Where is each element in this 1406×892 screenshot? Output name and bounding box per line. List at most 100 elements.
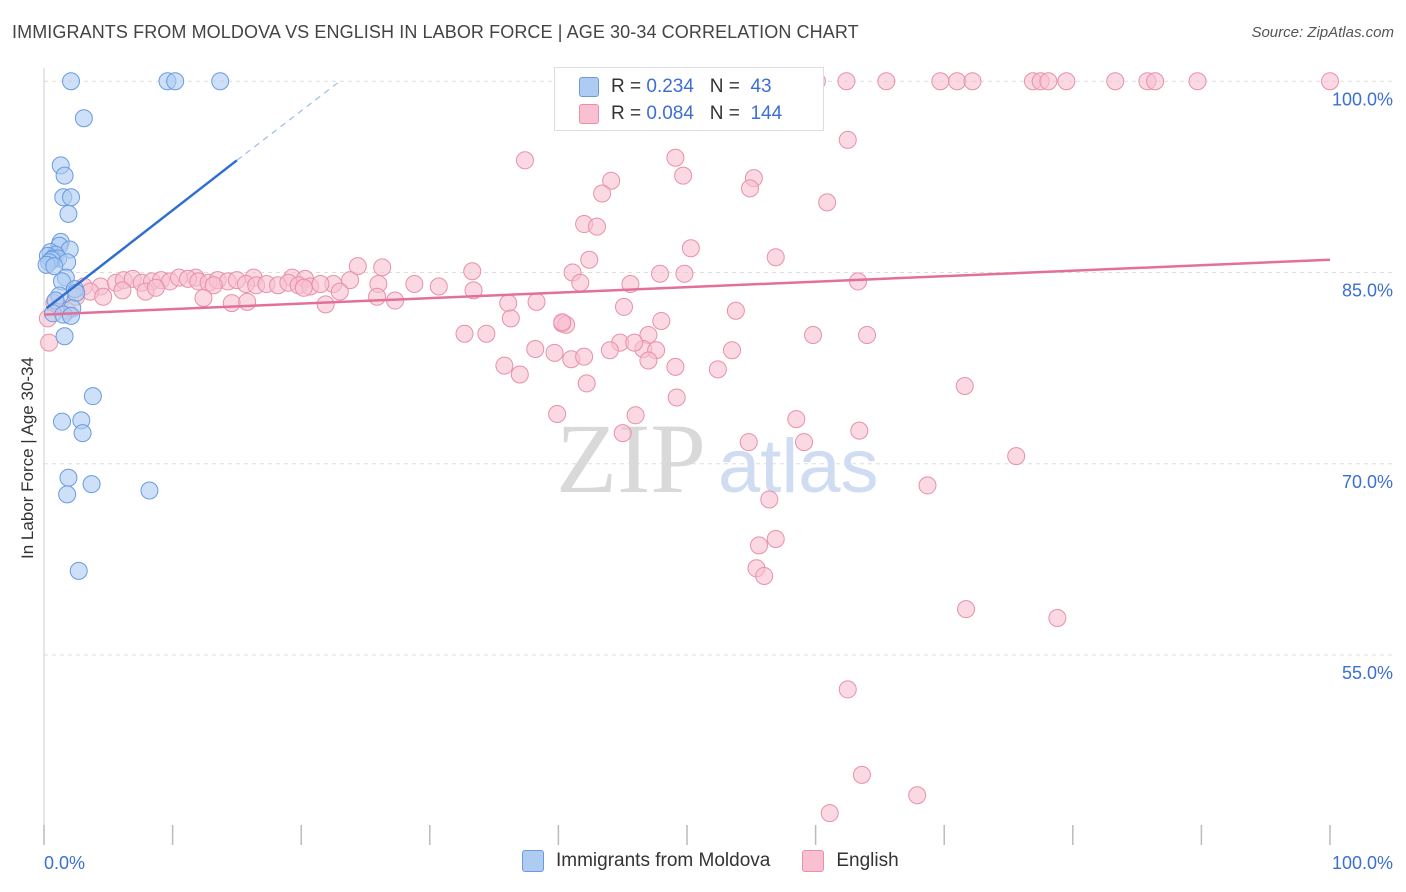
- english-point: [931, 72, 950, 91]
- y-tick-label: 55.0%: [1342, 663, 1393, 683]
- english-point: [527, 292, 546, 311]
- legend-swatch-english: [579, 104, 599, 124]
- english-point: [501, 309, 520, 328]
- english-point: [238, 292, 257, 311]
- english-point: [510, 365, 529, 384]
- english-point: [838, 680, 857, 699]
- english-point: [675, 264, 694, 283]
- legend-item-moldova[interactable]: Immigrants from Moldova: [522, 850, 770, 872]
- english-point: [94, 287, 113, 306]
- english-point: [795, 433, 814, 452]
- english-point: [348, 257, 367, 276]
- stats-legend: R = 0.234 N = 43 R = 0.084 N = 144: [554, 67, 824, 131]
- y-tick-label: 70.0%: [1342, 472, 1393, 492]
- english-point: [526, 340, 545, 358]
- n-label: N =: [709, 76, 740, 97]
- y-tick-label: 85.0%: [1342, 281, 1393, 301]
- x-tick-label: 0.0%: [44, 853, 85, 873]
- source-credit: Source: ZipAtlas.com: [1251, 24, 1394, 41]
- moldova-point: [62, 306, 81, 325]
- legend-label-english: English: [836, 850, 899, 871]
- moldova-point: [166, 72, 185, 91]
- moldova-point: [83, 387, 102, 406]
- r-value: 0.084: [646, 103, 694, 124]
- legend-stats-english: R = 0.084 N = 144: [611, 103, 782, 125]
- english-point: [723, 341, 742, 360]
- english-point: [113, 281, 132, 300]
- english-point: [614, 297, 633, 316]
- english-point: [515, 151, 534, 170]
- english-point: [600, 341, 619, 360]
- english-point: [858, 325, 877, 344]
- english-point: [577, 374, 596, 393]
- english-point: [666, 148, 685, 167]
- english-point: [766, 529, 785, 548]
- legend-swatch-english: [802, 850, 825, 872]
- english-point: [580, 250, 599, 269]
- english-point: [804, 325, 823, 344]
- english-point: [341, 271, 360, 290]
- english-point: [849, 272, 868, 291]
- axes: [43, 68, 1331, 845]
- english-point: [429, 277, 448, 296]
- english-point: [626, 406, 645, 425]
- english-point: [545, 343, 564, 362]
- english-point: [908, 786, 927, 805]
- y-tick-label: 100.0%: [1332, 89, 1393, 109]
- english-point: [750, 536, 769, 555]
- english-point: [948, 72, 967, 91]
- trend-lines: [43, 80, 1331, 316]
- chart-title: IMMIGRANTS FROM MOLDOVA VS ENGLISH IN LA…: [12, 22, 859, 42]
- english-point: [405, 274, 424, 293]
- legend-swatch-moldova: [522, 850, 544, 872]
- moldova-point: [140, 481, 159, 500]
- english-point: [146, 278, 165, 297]
- english-point: [613, 424, 632, 443]
- legend-stats-moldova: R = 0.234 N = 43: [611, 76, 772, 98]
- english-point: [850, 421, 869, 440]
- english-point: [739, 433, 758, 452]
- moldova-point: [211, 72, 230, 91]
- english-point: [1146, 72, 1165, 91]
- english-point: [1007, 447, 1026, 466]
- moldova-point: [82, 475, 101, 494]
- r-label: R =: [611, 103, 642, 124]
- english-point: [818, 193, 837, 212]
- english-point: [820, 804, 839, 823]
- english-point: [1039, 72, 1058, 91]
- moldova-point: [69, 561, 88, 580]
- moldova-trend-extension: [236, 80, 341, 161]
- legend-label-moldova: Immigrants from Moldova: [556, 850, 771, 871]
- english-point: [464, 281, 483, 300]
- english-point: [726, 301, 745, 320]
- english-point: [368, 287, 387, 306]
- r-label: R =: [611, 76, 642, 97]
- english-point: [652, 311, 671, 330]
- english-point: [957, 600, 976, 619]
- x-tick-label: 100.0%: [1332, 853, 1393, 873]
- english-point: [838, 130, 857, 149]
- english-point: [766, 248, 785, 267]
- english-point: [787, 410, 806, 429]
- english-point: [674, 166, 693, 185]
- legend-item-english[interactable]: English: [802, 850, 899, 872]
- english-point: [650, 264, 669, 283]
- english-point: [837, 72, 856, 91]
- english-point: [222, 294, 241, 313]
- moldova-point: [58, 485, 77, 504]
- english-point: [602, 171, 621, 190]
- series-legend: Immigrants from Moldova English: [522, 850, 931, 872]
- data-points: [37, 72, 1339, 823]
- english-point: [760, 490, 779, 509]
- english-point: [955, 376, 974, 395]
- watermark: ZIP atlas: [556, 403, 879, 514]
- english-point: [553, 313, 572, 332]
- english-point: [963, 72, 982, 91]
- english-point: [548, 405, 567, 424]
- english-point: [1321, 72, 1339, 91]
- english-point: [194, 289, 213, 307]
- english-point: [708, 360, 727, 379]
- english-point: [204, 276, 223, 295]
- r-value: 0.234: [646, 76, 694, 97]
- n-label: N =: [709, 103, 740, 124]
